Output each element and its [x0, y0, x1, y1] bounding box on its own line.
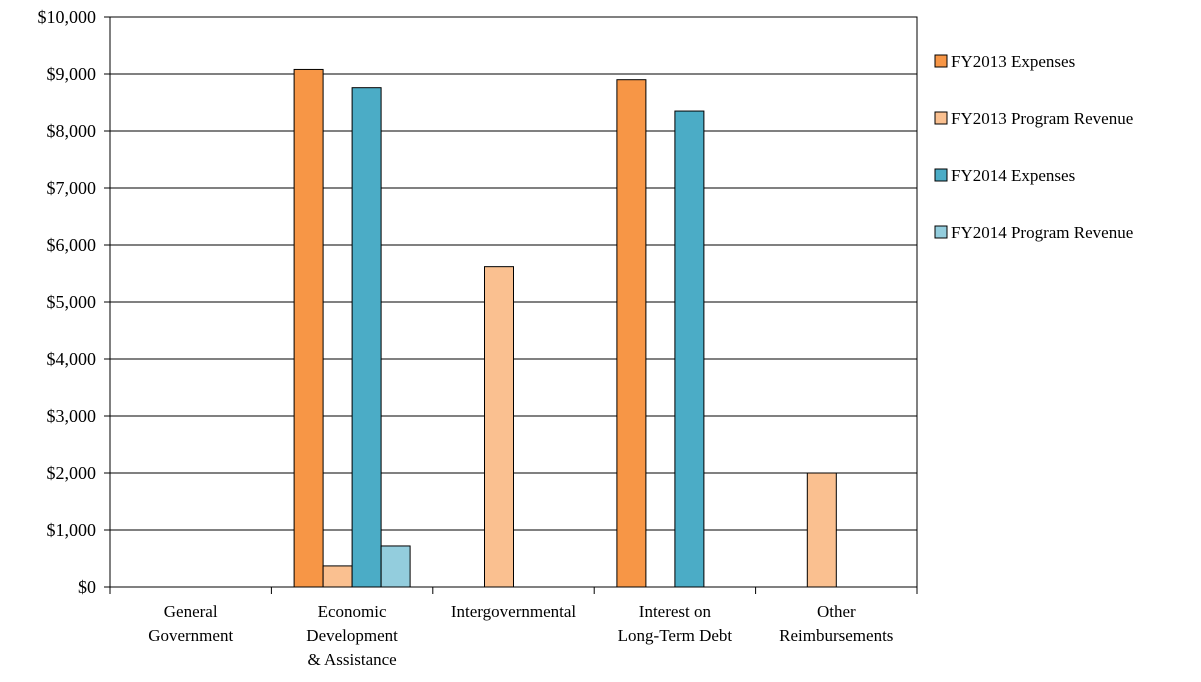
bar [322, 565, 353, 588]
bars [293, 68, 837, 588]
legend-label: FY2013 Program Revenue [951, 109, 1133, 128]
bar [380, 545, 411, 588]
legend-label: FY2014 Program Revenue [951, 223, 1133, 242]
x-tick-label: Interest on Long-Term Debt [618, 602, 733, 645]
x-tick-label: Economic Development & Assistance [306, 602, 398, 669]
x-tick-label: Intergovernmental [451, 602, 577, 621]
bar [484, 266, 514, 588]
x-tick-label: Other Reimbursements [779, 602, 893, 645]
legend-swatch [934, 225, 948, 239]
y-tick-label: $1,000 [47, 520, 97, 540]
legend-swatch [934, 168, 948, 182]
bar [351, 87, 382, 588]
y-tick-label: $6,000 [47, 235, 97, 255]
x-tick-label: General Government [148, 602, 233, 645]
legend-label: FY2013 Expenses [951, 52, 1075, 71]
legend-label: FY2014 Expenses [951, 166, 1075, 185]
legend-swatch [934, 54, 948, 68]
y-tick-label: $3,000 [47, 406, 97, 426]
x-tick-labels: General Government Economic Development & As… [148, 602, 893, 669]
bar [806, 472, 837, 588]
y-tick-label: $2,000 [47, 463, 97, 483]
axes [104, 16, 918, 594]
y-tick-label: $5,000 [47, 292, 97, 312]
y-tick-label: $4,000 [47, 349, 97, 369]
legend-swatch [934, 111, 948, 125]
y-tick-label: $10,000 [38, 7, 97, 27]
legend: FY2013 Expenses FY2013 Program Revenue FY2… [934, 52, 1133, 242]
y-tick-labels: $0 $1,000 $2,000 $3,000 $4,000 $5,000 $6,000 $7… [38, 7, 97, 597]
y-tick-label: $8,000 [47, 121, 97, 141]
y-tick-label: $7,000 [47, 178, 97, 198]
y-tick-label: $9,000 [47, 64, 97, 84]
bar [293, 68, 324, 588]
bar [674, 110, 705, 588]
y-tick-label: $0 [78, 577, 96, 597]
bar [616, 79, 647, 588]
